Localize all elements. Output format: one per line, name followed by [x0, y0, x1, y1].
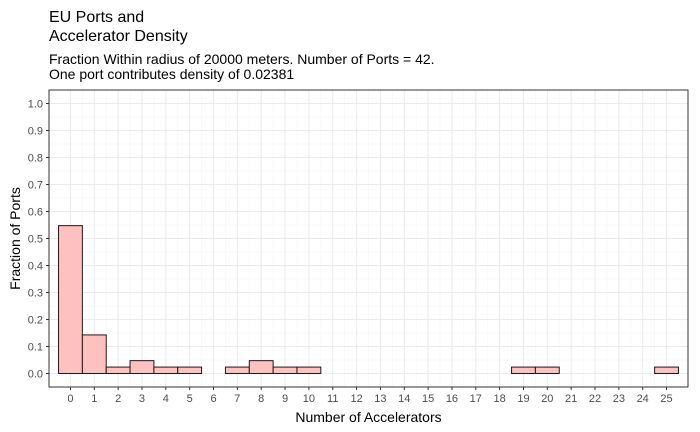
x-tick-label: 5 — [187, 393, 193, 405]
bar-10 — [296, 366, 322, 375]
x-axis-label: Number of Accelerators — [295, 409, 441, 425]
y-tick-label: 0.4 — [28, 261, 43, 273]
x-tick-label: 8 — [258, 393, 264, 405]
bar-20 — [534, 366, 560, 375]
y-tick-label: 0.1 — [28, 342, 43, 354]
x-tick-label: 16 — [446, 393, 458, 405]
y-tick-label: 0.5 — [28, 234, 43, 246]
x-axis: 0 1 2 3 4 5 6 7 8 9 10 11 12 13 14 15 16 17 18 19 20 21 22 23 24… — [67, 387, 673, 405]
y-tick-label: 0.9 — [28, 126, 43, 138]
bar-8 — [248, 360, 274, 375]
bar-4 — [153, 366, 179, 375]
x-tick-label: 19 — [517, 393, 529, 405]
x-tick-label: 4 — [163, 393, 169, 405]
x-tick-label: 7 — [234, 393, 240, 405]
x-tick-label: 23 — [613, 393, 625, 405]
bars — [58, 225, 679, 375]
x-tick-label: 11 — [327, 393, 338, 405]
y-axis-label: Fraction of Ports — [7, 187, 23, 290]
x-tick-label: 18 — [494, 393, 506, 405]
x-tick-label: 15 — [422, 393, 434, 405]
x-tick-label: 2 — [115, 393, 121, 405]
y-tick-label: 0.0 — [28, 369, 43, 381]
grid-lines — [49, 90, 688, 387]
x-tick-label: 10 — [303, 393, 315, 405]
y-tick-label: 0.7 — [28, 180, 43, 192]
x-tick-label: 9 — [282, 393, 288, 405]
x-tick-label: 17 — [470, 393, 482, 405]
x-tick-label: 21 — [565, 393, 577, 405]
y-tick-label: 0.2 — [28, 315, 43, 327]
x-tick-label: 1 — [91, 393, 97, 405]
x-tick-label: 14 — [398, 393, 410, 405]
bar-0 — [58, 225, 83, 374]
x-tick-label: 13 — [374, 393, 386, 405]
y-tick-label: 1.0 — [28, 99, 43, 111]
y-tick-label: 0.8 — [28, 153, 43, 165]
x-tick-label: 0 — [67, 393, 73, 405]
y-axis: 0.0 0.1 0.2 0.3 0.4 0.5 0.6 0.7 0.8 0.9 1.0 — [28, 99, 49, 381]
bar-5 — [177, 366, 203, 375]
x-tick-label: 12 — [350, 393, 362, 405]
y-tick-label: 0.3 — [28, 288, 43, 300]
bar-7 — [224, 366, 250, 375]
bar-1 — [81, 334, 107, 374]
x-tick-label: 22 — [589, 393, 601, 405]
chart-subtitle: Fraction Within radius of 20000 meters. … — [49, 51, 435, 82]
bar-19 — [511, 366, 536, 375]
x-tick-label: 6 — [210, 393, 216, 405]
chart-title: EU Ports and Accelerator Density — [49, 9, 188, 45]
bar-2 — [105, 366, 131, 375]
x-tick-label: 20 — [541, 393, 553, 405]
x-tick-label: 25 — [660, 393, 672, 405]
x-tick-label: 3 — [139, 393, 145, 405]
bar-9 — [272, 366, 298, 375]
x-tick-label: 24 — [637, 393, 649, 405]
bar-3 — [129, 360, 155, 375]
y-tick-label: 0.6 — [28, 207, 43, 219]
bar-25 — [654, 366, 679, 375]
